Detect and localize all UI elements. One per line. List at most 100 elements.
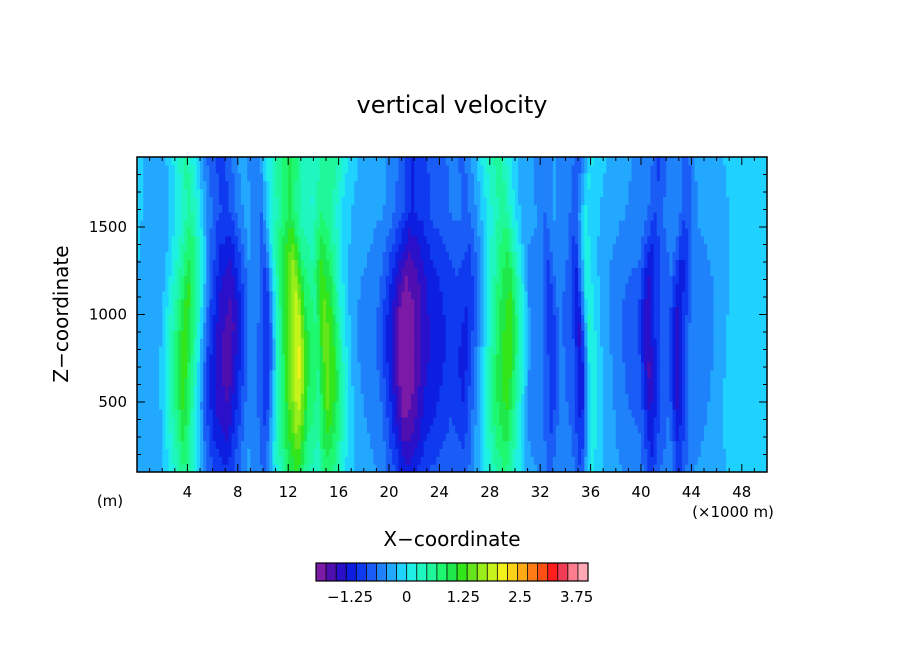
heatmap-cell <box>565 338 570 347</box>
heatmap-cell <box>681 456 686 465</box>
heatmap-cell <box>581 456 585 465</box>
heatmap-cell <box>326 416 330 426</box>
heatmap-cell <box>272 346 277 355</box>
heatmap-cell <box>341 440 346 449</box>
heatmap-cell <box>344 401 349 410</box>
heatmap-cell <box>552 424 557 434</box>
heatmap-cell <box>417 275 422 284</box>
heatmap-cell <box>760 393 765 402</box>
heatmap-cell <box>681 409 686 418</box>
heatmap-cell <box>474 369 478 379</box>
heatmap-cell <box>363 464 368 472</box>
heatmap-cell <box>470 409 475 418</box>
heatmap-cell <box>244 416 248 426</box>
heatmap-cell <box>370 338 374 347</box>
heatmap-cell <box>439 369 444 379</box>
heatmap-cell <box>571 346 576 355</box>
heatmap-cell <box>474 275 478 284</box>
heatmap-cell <box>515 322 519 331</box>
heatmap-cell <box>470 448 475 457</box>
heatmap-cell <box>250 401 255 410</box>
heatmap-cell <box>748 448 752 457</box>
heatmap-cell <box>389 283 393 292</box>
heatmap-cell <box>370 322 374 331</box>
heatmap-cell <box>401 432 406 442</box>
heatmap-cell <box>285 369 289 379</box>
heatmap-cell <box>360 393 365 402</box>
heatmap-cell <box>448 314 453 323</box>
heatmap-cell <box>420 314 425 323</box>
heatmap-cell <box>600 416 604 426</box>
heatmap-cell <box>593 338 598 347</box>
heatmap-cell <box>420 440 425 449</box>
heatmap-cell <box>234 401 239 410</box>
heatmap-cell <box>659 456 664 465</box>
heatmap-cell <box>193 290 198 300</box>
heatmap-cell <box>218 424 223 434</box>
heatmap-cell <box>458 290 463 300</box>
heatmap-cell <box>663 330 667 339</box>
heatmap-cell <box>467 440 472 449</box>
heatmap-cell <box>420 353 425 363</box>
heatmap-cell <box>152 306 157 316</box>
heatmap-cell <box>253 416 258 426</box>
heatmap-cell <box>562 283 566 292</box>
heatmap-cell <box>477 298 481 308</box>
heatmap-cell <box>590 306 595 316</box>
heatmap-cell <box>738 314 743 323</box>
heatmap-cell <box>502 353 507 363</box>
heatmap-cell <box>496 338 500 347</box>
heatmap-cell <box>587 440 592 449</box>
heatmap-cell <box>455 330 459 339</box>
heatmap-cell <box>700 440 705 449</box>
heatmap-cell <box>628 456 633 465</box>
heatmap-cell <box>549 409 554 418</box>
heatmap-cell <box>181 409 185 418</box>
heatmap-cell <box>584 409 589 418</box>
heatmap-cell <box>722 424 727 434</box>
heatmap-cell <box>480 416 485 426</box>
heatmap-cell <box>433 440 437 449</box>
heatmap-cell <box>587 322 592 331</box>
heatmap-cell <box>672 393 677 402</box>
heatmap-cell <box>253 314 258 323</box>
heatmap-cell <box>326 330 330 339</box>
heatmap-cell <box>546 409 551 418</box>
heatmap-cell <box>417 401 422 410</box>
heatmap-cell <box>600 346 604 355</box>
heatmap-cell <box>329 448 333 457</box>
heatmap-cell <box>171 322 176 331</box>
heatmap-cell <box>574 275 579 284</box>
heatmap-cell <box>744 330 749 339</box>
heatmap-cell <box>455 290 459 300</box>
heatmap-cell <box>675 456 680 465</box>
heatmap-cell <box>622 330 626 339</box>
heatmap-cell <box>401 440 406 449</box>
heatmap-cell <box>729 298 733 308</box>
heatmap-cell <box>155 385 160 394</box>
heatmap-cell <box>297 298 302 308</box>
heatmap-cell <box>713 393 718 402</box>
heatmap-cell <box>584 464 589 472</box>
heatmap-cell <box>461 401 466 410</box>
heatmap-cell <box>165 416 170 426</box>
heatmap-cell <box>319 346 324 355</box>
heatmap-cell <box>341 322 346 331</box>
heatmap-cell <box>644 298 648 308</box>
heatmap-cell <box>307 330 311 339</box>
heatmap-cell <box>439 306 444 316</box>
heatmap-cell <box>253 283 258 292</box>
heatmap-cell <box>505 322 510 331</box>
heatmap-cell <box>250 385 255 394</box>
heatmap-cell <box>225 306 229 316</box>
heatmap-cell <box>442 432 447 442</box>
heatmap-cell <box>228 353 233 363</box>
heatmap-cell <box>310 401 314 410</box>
heatmap-cell <box>288 275 292 284</box>
heatmap-cell <box>470 401 475 410</box>
heatmap-cell <box>615 377 620 386</box>
heatmap-cell <box>697 275 702 284</box>
heatmap-cell <box>625 322 629 331</box>
heatmap-cell <box>351 377 355 386</box>
heatmap-cell <box>540 322 544 331</box>
